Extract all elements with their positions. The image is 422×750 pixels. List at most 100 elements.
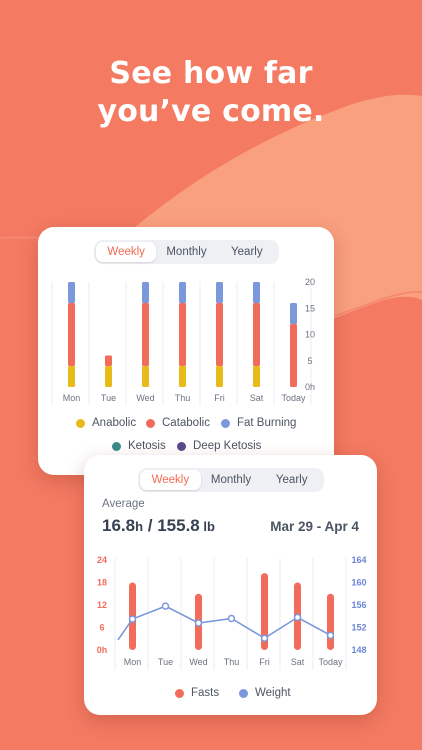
weight-point [227,614,236,623]
bar-segment-anabolic [253,366,260,387]
x-tick-label: Wed [189,657,207,667]
legend-weight-label: Weight [255,687,291,699]
y-left-tick-label: 18 [97,578,107,588]
fast-bar [327,593,334,650]
y-left-tick-label: 24 [97,555,107,565]
x-tick-label: Mon [63,393,81,403]
y-right-tick-label: 164 [351,555,366,565]
headline-line-2: you’ve come. [97,94,325,129]
x-tick-label: Sat [291,657,305,667]
x-tick-label: Today [281,393,306,403]
fasts-weight-card: Weekly Monthly Yearly Average 16.8h / 15… [84,455,377,715]
bar-segment-catabolic [105,355,112,366]
x-tick-label: Sat [250,393,264,403]
x-tick-label: Fri [259,657,270,667]
tab-weekly[interactable]: Weekly [96,242,157,262]
weight-point [161,602,170,610]
legend-fat-burning-label: Fat Burning [237,417,297,429]
tab-monthly-2[interactable]: Monthly [210,474,252,486]
weight-line [117,605,331,641]
y-left-tick-label: 0h [97,645,108,655]
date-range[interactable]: Mar 29 - Apr 4 [270,519,359,534]
y-left-tick-label: 6 [99,623,104,633]
x-tick-label: Tue [158,657,173,667]
bar-segment-fat-burning [253,282,260,303]
weight-point [260,634,269,642]
y-tick-label: 5 [307,356,312,366]
average-value: 16.8h / 155.8 lb [102,516,215,536]
bar-segment-anabolic [68,366,75,387]
bar-segment-fat-burning [290,303,297,324]
legend-anabolic: Anabolic [76,417,136,429]
weight-point [293,613,302,622]
weight-point [194,619,203,627]
tab-weekly-2[interactable]: Weekly [140,470,201,490]
legend-catabolic-label: Catabolic [162,417,210,429]
fasting-zones-legend: Anabolic Catabolic Fat Burning Ketosis D… [38,417,334,467]
x-tick-label: Mon [124,657,142,667]
fasts-dot-icon [175,688,184,698]
weight-point [128,615,137,623]
average-hours: 16.8 [102,516,136,535]
bar-segment-catabolic [216,303,223,366]
deep-ketosis-dot-icon [177,441,186,451]
legend-ketosis-label: Ketosis [128,440,166,452]
bar-segment-catabolic [179,303,186,366]
tab-yearly[interactable]: Yearly [231,246,263,258]
fasts-weight-chart: Mon Tue Wed Thu Fri Sat Today 24 18 12 6 0h 164 160 15… [97,555,367,670]
bar-segment-fat-burning [142,282,149,303]
headline: See how far you’ve come. [0,55,422,131]
average-label: Average [102,498,145,510]
average-separator: / [143,516,158,535]
bar-segment-fat-burning [68,282,75,303]
bar-segment-anabolic [142,366,149,387]
tab-monthly[interactable]: Monthly [166,246,207,258]
weight-point [326,631,335,640]
bar-segment-anabolic [105,366,112,387]
fasts-weight-legend: Fasts Weight [84,687,377,705]
y-tick-label: 15 [305,303,315,313]
y-tick-label: 10 [305,330,315,340]
tab-yearly-2[interactable]: Yearly [275,474,308,486]
ketosis-dot-icon [112,441,121,451]
legend-fat-burning: Fat Burning [221,417,296,429]
average-weight-unit: lb [199,519,215,534]
x-tick-label: Wed [136,393,154,403]
legend-deep-ketosis: Deep Ketosis [177,440,261,452]
period-segmented-control: Weekly Monthly Yearly [94,240,279,264]
bar-segment-catabolic [290,324,297,387]
bar-segment-catabolic [68,303,75,366]
bar-segment-fat-burning [179,282,186,303]
bar-segment-catabolic [253,303,260,366]
catabolic-dot-icon [146,418,155,428]
legend-fasts: Fasts [175,687,219,699]
fat-burning-dot-icon [221,418,230,428]
legend-ketosis: Ketosis [112,440,166,452]
average-hours-unit: h [135,519,144,534]
bar-segment-catabolic [142,303,149,366]
x-tick-label: Thu [175,393,191,403]
legend-deep-ketosis-label: Deep Ketosis [193,440,262,452]
x-tick-label: Today [318,657,343,667]
legend-catabolic: Catabolic [146,417,210,429]
y-left-tick-label: 12 [97,600,107,610]
legend-anabolic-label: Anabolic [92,417,137,429]
legend-fasts-label: Fasts [191,687,220,699]
period-segmented-control-2: Weekly Monthly Yearly [138,468,324,492]
y-right-tick-label: 152 [351,623,366,633]
anabolic-dot-icon [76,418,85,428]
bar-segment-anabolic [216,366,223,387]
y-right-tick-label: 160 [351,578,366,588]
y-right-tick-label: 156 [351,600,366,610]
y-tick-label: 20 [305,277,315,287]
y-tick-label: 0h [305,382,315,392]
headline-line-1: See how far [109,56,313,91]
fast-bar [261,573,268,650]
y-right-tick-label: 148 [351,645,366,655]
average-weight: 155.8 [157,516,200,535]
x-tick-label: Thu [224,657,240,667]
x-tick-label: Fri [214,393,225,403]
bar-segment-anabolic [179,366,186,387]
weight-dot-icon [239,688,248,698]
bar-segment-fat-burning [216,282,223,303]
